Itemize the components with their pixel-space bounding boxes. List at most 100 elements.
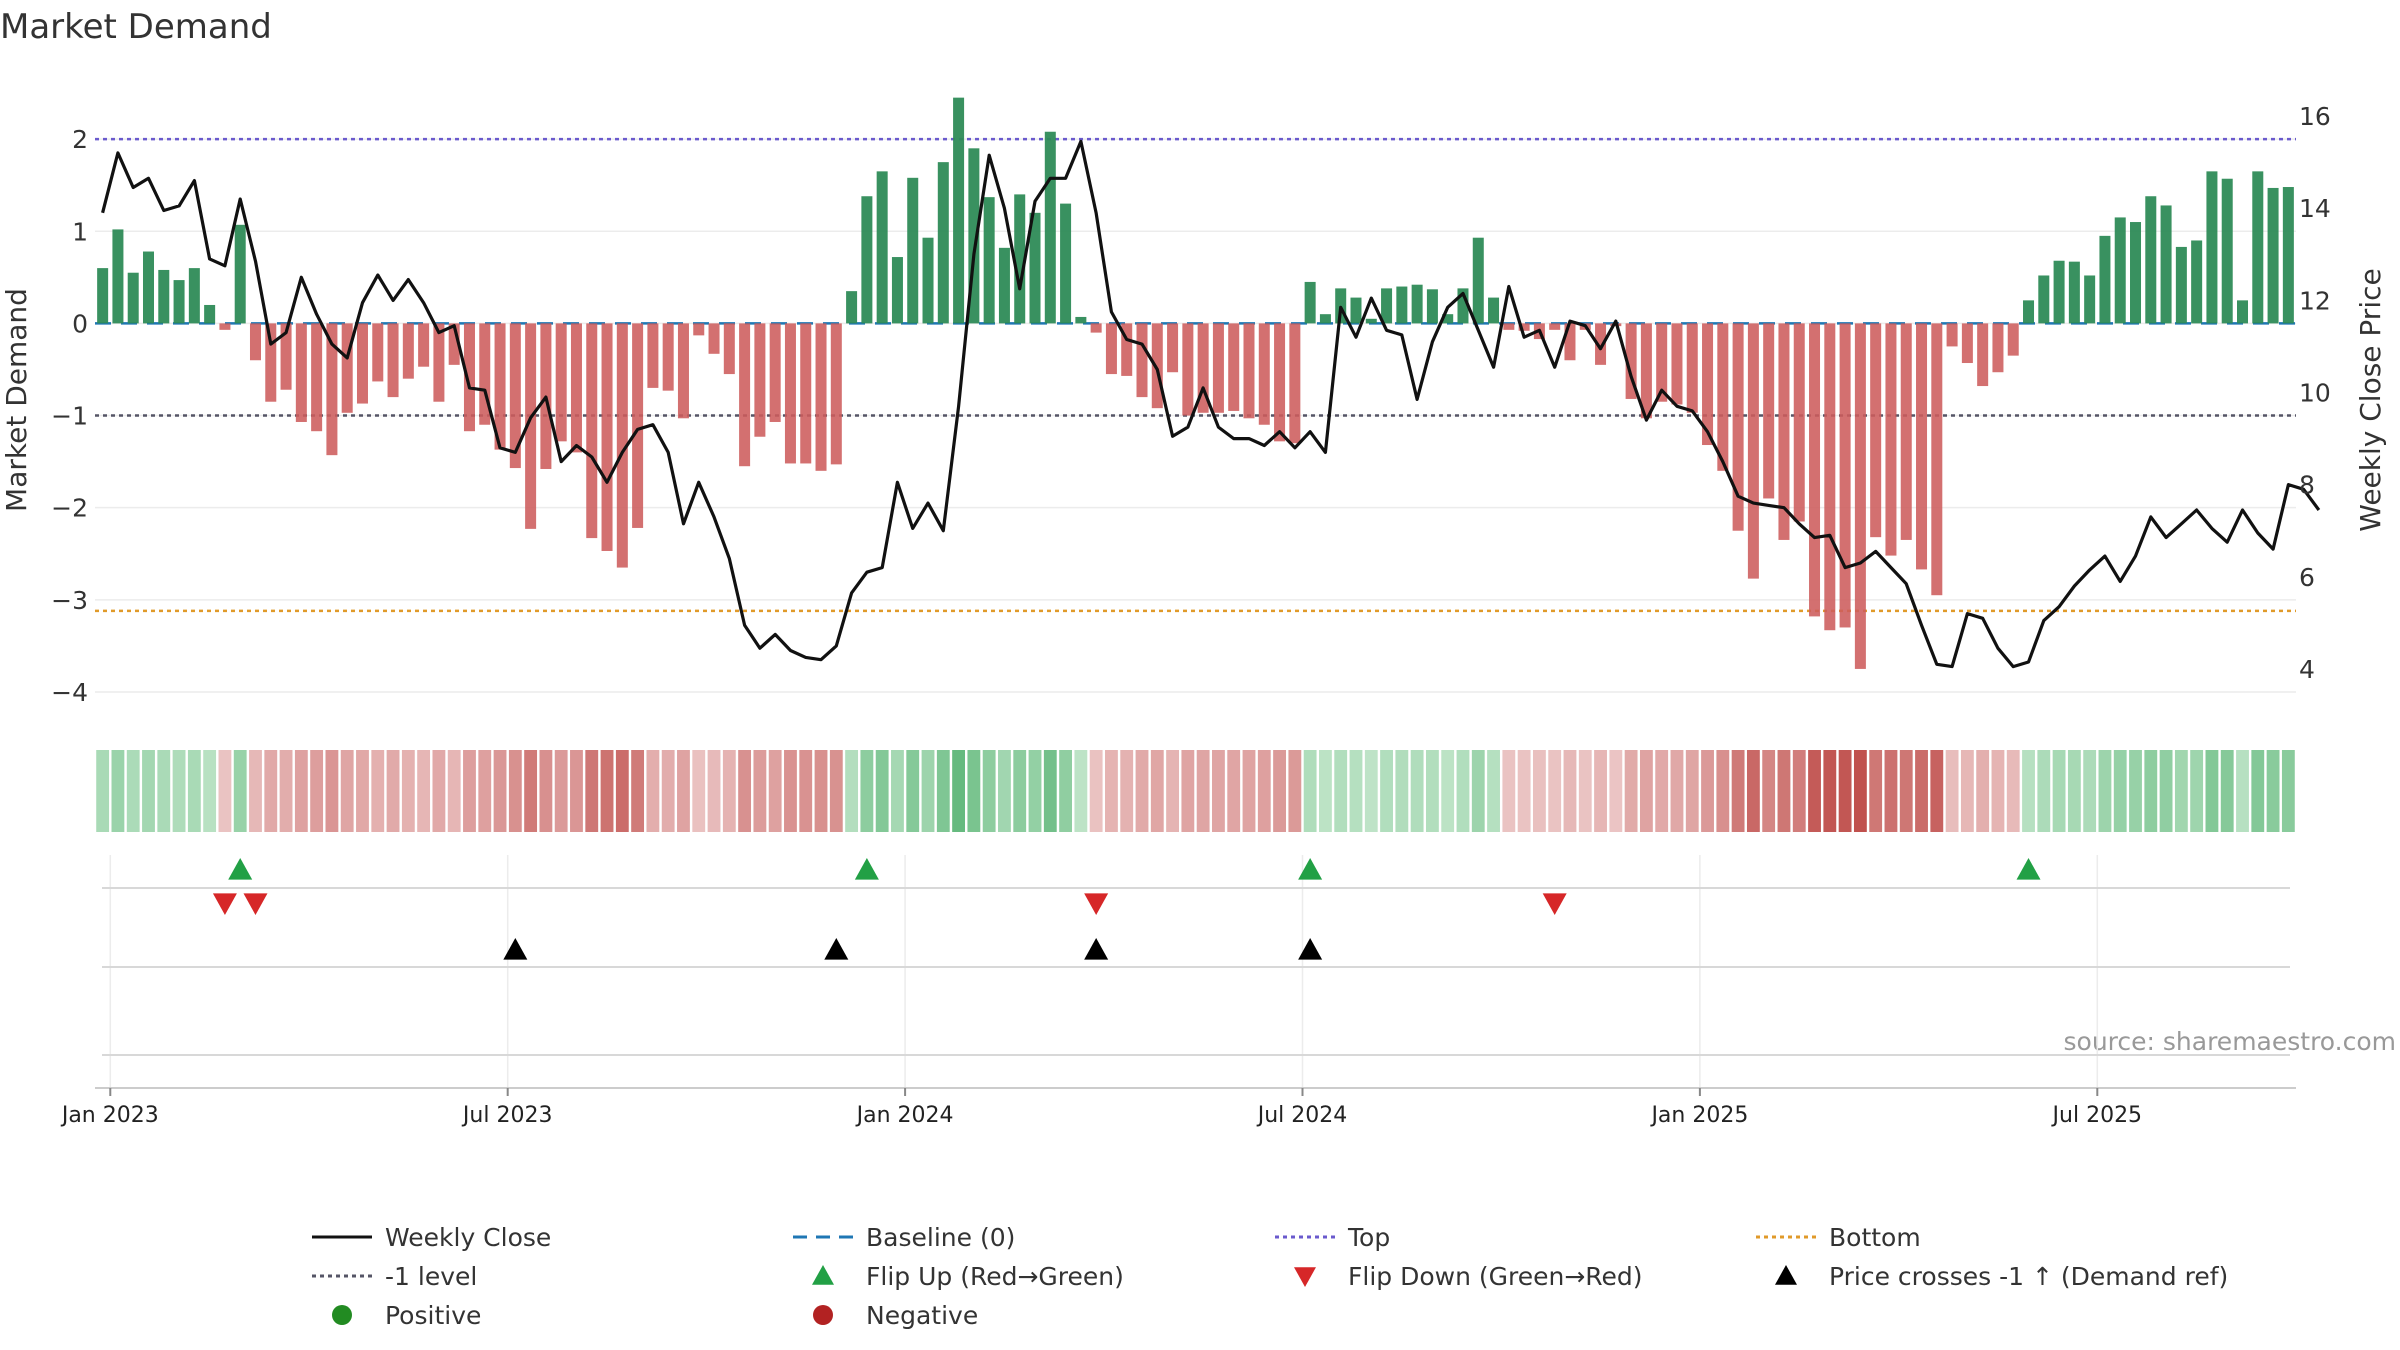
demand-bar: [1595, 323, 1607, 365]
demand-bar: [1549, 323, 1561, 330]
flip-down-marker: [1542, 893, 1567, 915]
heat-cell: [1227, 750, 1241, 832]
legend-swatch: [1294, 1267, 1316, 1287]
demand-bar: [1671, 323, 1683, 405]
heat-cell: [2113, 750, 2127, 832]
demand-bar: [1732, 323, 1744, 531]
legend-item: Positive: [332, 1301, 481, 1330]
flip-up-marker: [2016, 858, 2041, 880]
demand-bar: [2114, 217, 2126, 324]
heat-cell: [738, 750, 752, 832]
heat-cell: [463, 750, 476, 832]
heat-cell: [142, 750, 155, 832]
demand-bar: [784, 323, 796, 464]
demand-bar: [1992, 323, 2004, 373]
heat-cell: [417, 750, 431, 832]
demand-bar: [922, 237, 934, 324]
demand-bar: [1442, 314, 1454, 324]
heat-cell: [432, 750, 446, 832]
legend-label: Positive: [385, 1301, 481, 1330]
heat-cell: [1655, 750, 1669, 832]
demand-bar: [188, 268, 200, 324]
flip-up-marker: [1298, 858, 1323, 880]
demand-bar: [2221, 178, 2233, 324]
demand-bar: [983, 197, 995, 324]
demand-bar: [2267, 187, 2279, 324]
heat-cell: [1135, 750, 1149, 832]
demand-bar: [1717, 323, 1729, 471]
heat-cell: [1548, 750, 1562, 832]
heat-cell: [1578, 750, 1592, 832]
demand-heat-strip: [96, 750, 2295, 832]
heat-cell: [1991, 750, 2005, 832]
demand-bar: [1686, 323, 1698, 413]
demand-bar: [1381, 288, 1393, 324]
demand-bar: [2038, 275, 2050, 324]
legend-swatch: [332, 1305, 352, 1325]
heat-cell: [1746, 750, 1760, 832]
heat-cell: [631, 750, 645, 832]
heat-cell: [1517, 750, 1531, 832]
heat-cell: [1762, 750, 1776, 832]
heat-cell: [264, 750, 278, 832]
demand-bar: [1212, 323, 1224, 413]
demand-bar: [846, 291, 858, 324]
demand-bar: [2053, 260, 2065, 324]
heat-cell: [845, 750, 859, 832]
heat-cell: [249, 750, 262, 832]
demand-bar: [1090, 323, 1102, 333]
demand-bar: [876, 171, 888, 324]
demand-bar: [2130, 222, 2142, 324]
heat-cell: [860, 750, 874, 832]
heat-cell: [203, 750, 217, 832]
demand-bar: [968, 148, 980, 324]
demand-bar: [1763, 323, 1775, 499]
demand-bar: [280, 323, 292, 390]
heat-cell: [508, 750, 522, 832]
left-tick-label: −2: [51, 494, 88, 523]
heat-cell: [401, 750, 415, 832]
demand-bar: [1014, 194, 1026, 324]
demand-bar: [1075, 316, 1087, 324]
demand-bar: [1488, 297, 1500, 324]
demand-bar: [1747, 323, 1759, 579]
heat-cell: [2220, 750, 2234, 832]
demand-bar: [2023, 300, 2035, 324]
heat-cell: [1242, 750, 1256, 832]
demand-bar: [1136, 323, 1148, 398]
heat-cell: [2159, 750, 2173, 832]
heat-cell: [1823, 750, 1837, 832]
demand-bar: [632, 323, 644, 528]
price-cross-marker: [503, 938, 528, 960]
heat-cell: [692, 750, 706, 832]
heat-cell: [952, 750, 966, 832]
demand-bar: [479, 323, 491, 425]
close-line-layer: [101, 139, 2321, 669]
heat-cell: [1899, 750, 1913, 832]
demand-bar: [1411, 284, 1423, 324]
demand-bar: [861, 196, 873, 324]
heat-cell: [784, 750, 797, 832]
demand-bar: [1961, 323, 1973, 364]
demand-bar: [907, 177, 919, 324]
heat-cell: [111, 750, 125, 832]
demand-bar: [601, 323, 613, 551]
heat-cell: [998, 750, 1011, 832]
x-tick-label: Jul 2024: [1256, 1103, 1348, 1128]
heat-cell: [936, 750, 950, 832]
heat-cell: [2129, 750, 2142, 832]
heat-cell: [829, 750, 843, 832]
heat-cell: [1701, 750, 1714, 832]
legend-label: Top: [1347, 1223, 1390, 1252]
demand-bar: [586, 323, 598, 539]
reference-lines: [95, 137, 2296, 613]
heat-cell: [1303, 750, 1317, 832]
heat-cell: [539, 750, 553, 832]
flip-down-marker: [212, 893, 237, 915]
demand-bar: [800, 323, 812, 464]
demand-bar: [1472, 237, 1484, 324]
heat-cell: [2281, 750, 2295, 832]
demand-bar: [555, 323, 567, 442]
heat-cell: [1120, 750, 1134, 832]
